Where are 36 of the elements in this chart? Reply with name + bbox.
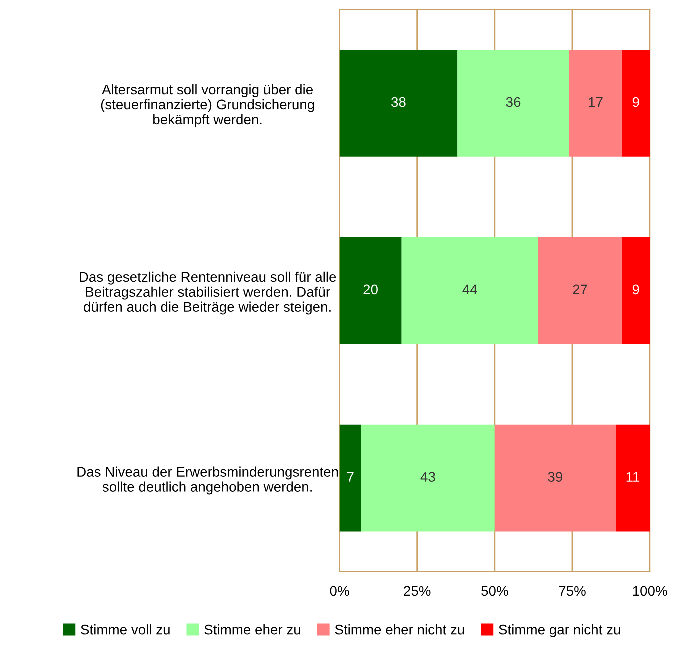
- data-label: 36: [506, 97, 521, 108]
- x-tick-label: 50%: [482, 586, 508, 596]
- data-label: 44: [462, 284, 478, 294]
- data-label: 17: [589, 97, 603, 108]
- legend-label: Stimme eher zu: [204, 624, 300, 635]
- bar: [340, 50, 458, 157]
- data-label: 9: [632, 97, 640, 108]
- x-tick-label: 100%: [633, 586, 668, 596]
- bar: [538, 237, 622, 344]
- bar: [340, 424, 362, 532]
- data-label: 20: [364, 284, 378, 295]
- bar: [616, 424, 650, 532]
- y-tick-label: Das gesetzliche Rentenniveau soll für alle Beitragszahler stabilisiert werden. Dafür dürfen auch die Beiträge wieder steigen.: [80, 272, 336, 315]
- bar: [622, 50, 650, 157]
- bar: [340, 237, 402, 344]
- data-label: 7: [347, 472, 354, 482]
- data-label: 27: [573, 284, 588, 294]
- bar: [569, 50, 622, 157]
- legend-label: Stimme gar nicht zu: [499, 624, 620, 638]
- bar: [402, 237, 538, 344]
- x-tick-label: 75%: [559, 586, 586, 596]
- data-label: 11: [626, 472, 640, 482]
- data-label: 39: [548, 472, 562, 482]
- y-tick-label: Altersarmut soll vorrangig über die (steuerfinanzierte) Grundsicherung bekämpft werden.: [101, 84, 314, 128]
- bar: [622, 237, 650, 344]
- bar: [494, 424, 616, 532]
- data-label: 38: [392, 97, 406, 108]
- bar: [361, 424, 495, 532]
- legend-label: Stimme voll zu: [81, 624, 170, 635]
- data-label: 43: [420, 472, 436, 482]
- legend-label: Stimme eher nicht zu: [335, 624, 464, 635]
- x-tick-label: 25%: [404, 586, 431, 596]
- x-tick-label: 0%: [330, 586, 350, 596]
- data-label: 9: [632, 284, 640, 295]
- y-tick-label: Das Niveau der Erwerbsminderungsrenten sollte deutlich angehoben werden.: [78, 466, 338, 495]
- bar: [458, 50, 570, 157]
